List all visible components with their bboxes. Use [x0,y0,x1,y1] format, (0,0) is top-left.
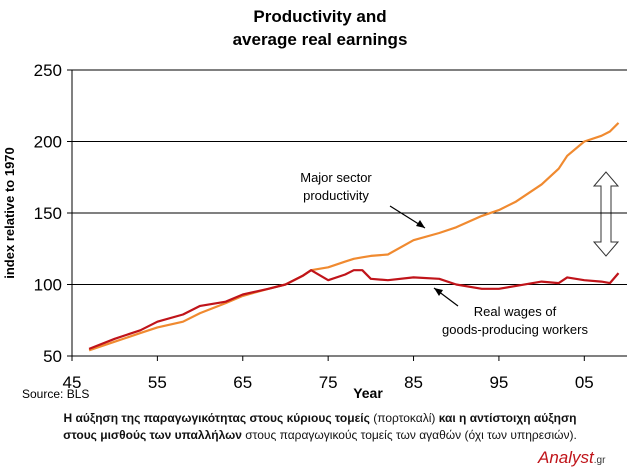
annotation: goods-producing workers [442,322,588,337]
x-tick-label: 65 [233,373,252,392]
chart: Productivity and average real earnings i… [2,7,627,401]
caption-text: Η αύξηση της παραγωγικότητας στους κύριο… [63,411,370,425]
x-tick-label: 95 [489,373,508,392]
annotation: Major sector [300,170,372,185]
double-arrow [592,171,620,257]
annotation: Real wages of [474,304,557,319]
x-tick-label: 45 [63,373,82,392]
y-tick-label: 100 [34,276,62,295]
chart-title: Productivity and [253,7,386,26]
chart-title: average real earnings [233,30,408,49]
series-line [88,122,620,352]
logo-name: Analyst [538,448,594,467]
arrow-head [416,220,425,228]
logo: Analyst.gr [538,448,605,468]
y-tick-label: 150 [34,204,62,223]
x-tick-label: 75 [319,373,338,392]
series-line [88,269,620,350]
source: Source: BLS [22,387,89,401]
x-tick-label: 05 [575,373,594,392]
caption-text: και η αντίστοιχη αύξηση στους μισθούς τω… [63,411,577,442]
caption-text: στους παραγωγικούς τομείς των αγαθών (όχ… [245,428,577,442]
x-tick-label: 55 [148,373,167,392]
caption: Η αύξηση της παραγωγικότητας στους κύριο… [60,410,580,444]
x-tick-label: 85 [404,373,423,392]
arrow-head [434,288,443,296]
caption-text: (πορτοκαλί) [373,411,436,425]
y-tick-label: 200 [34,133,62,152]
annotation: productivity [303,188,369,203]
x-axis-label: Year [353,385,383,401]
y-axis-label: index relative to 1970 [2,147,17,279]
y-tick-label: 50 [43,347,62,366]
y-tick-label: 250 [34,61,62,80]
logo-suffix: .gr [593,455,606,466]
